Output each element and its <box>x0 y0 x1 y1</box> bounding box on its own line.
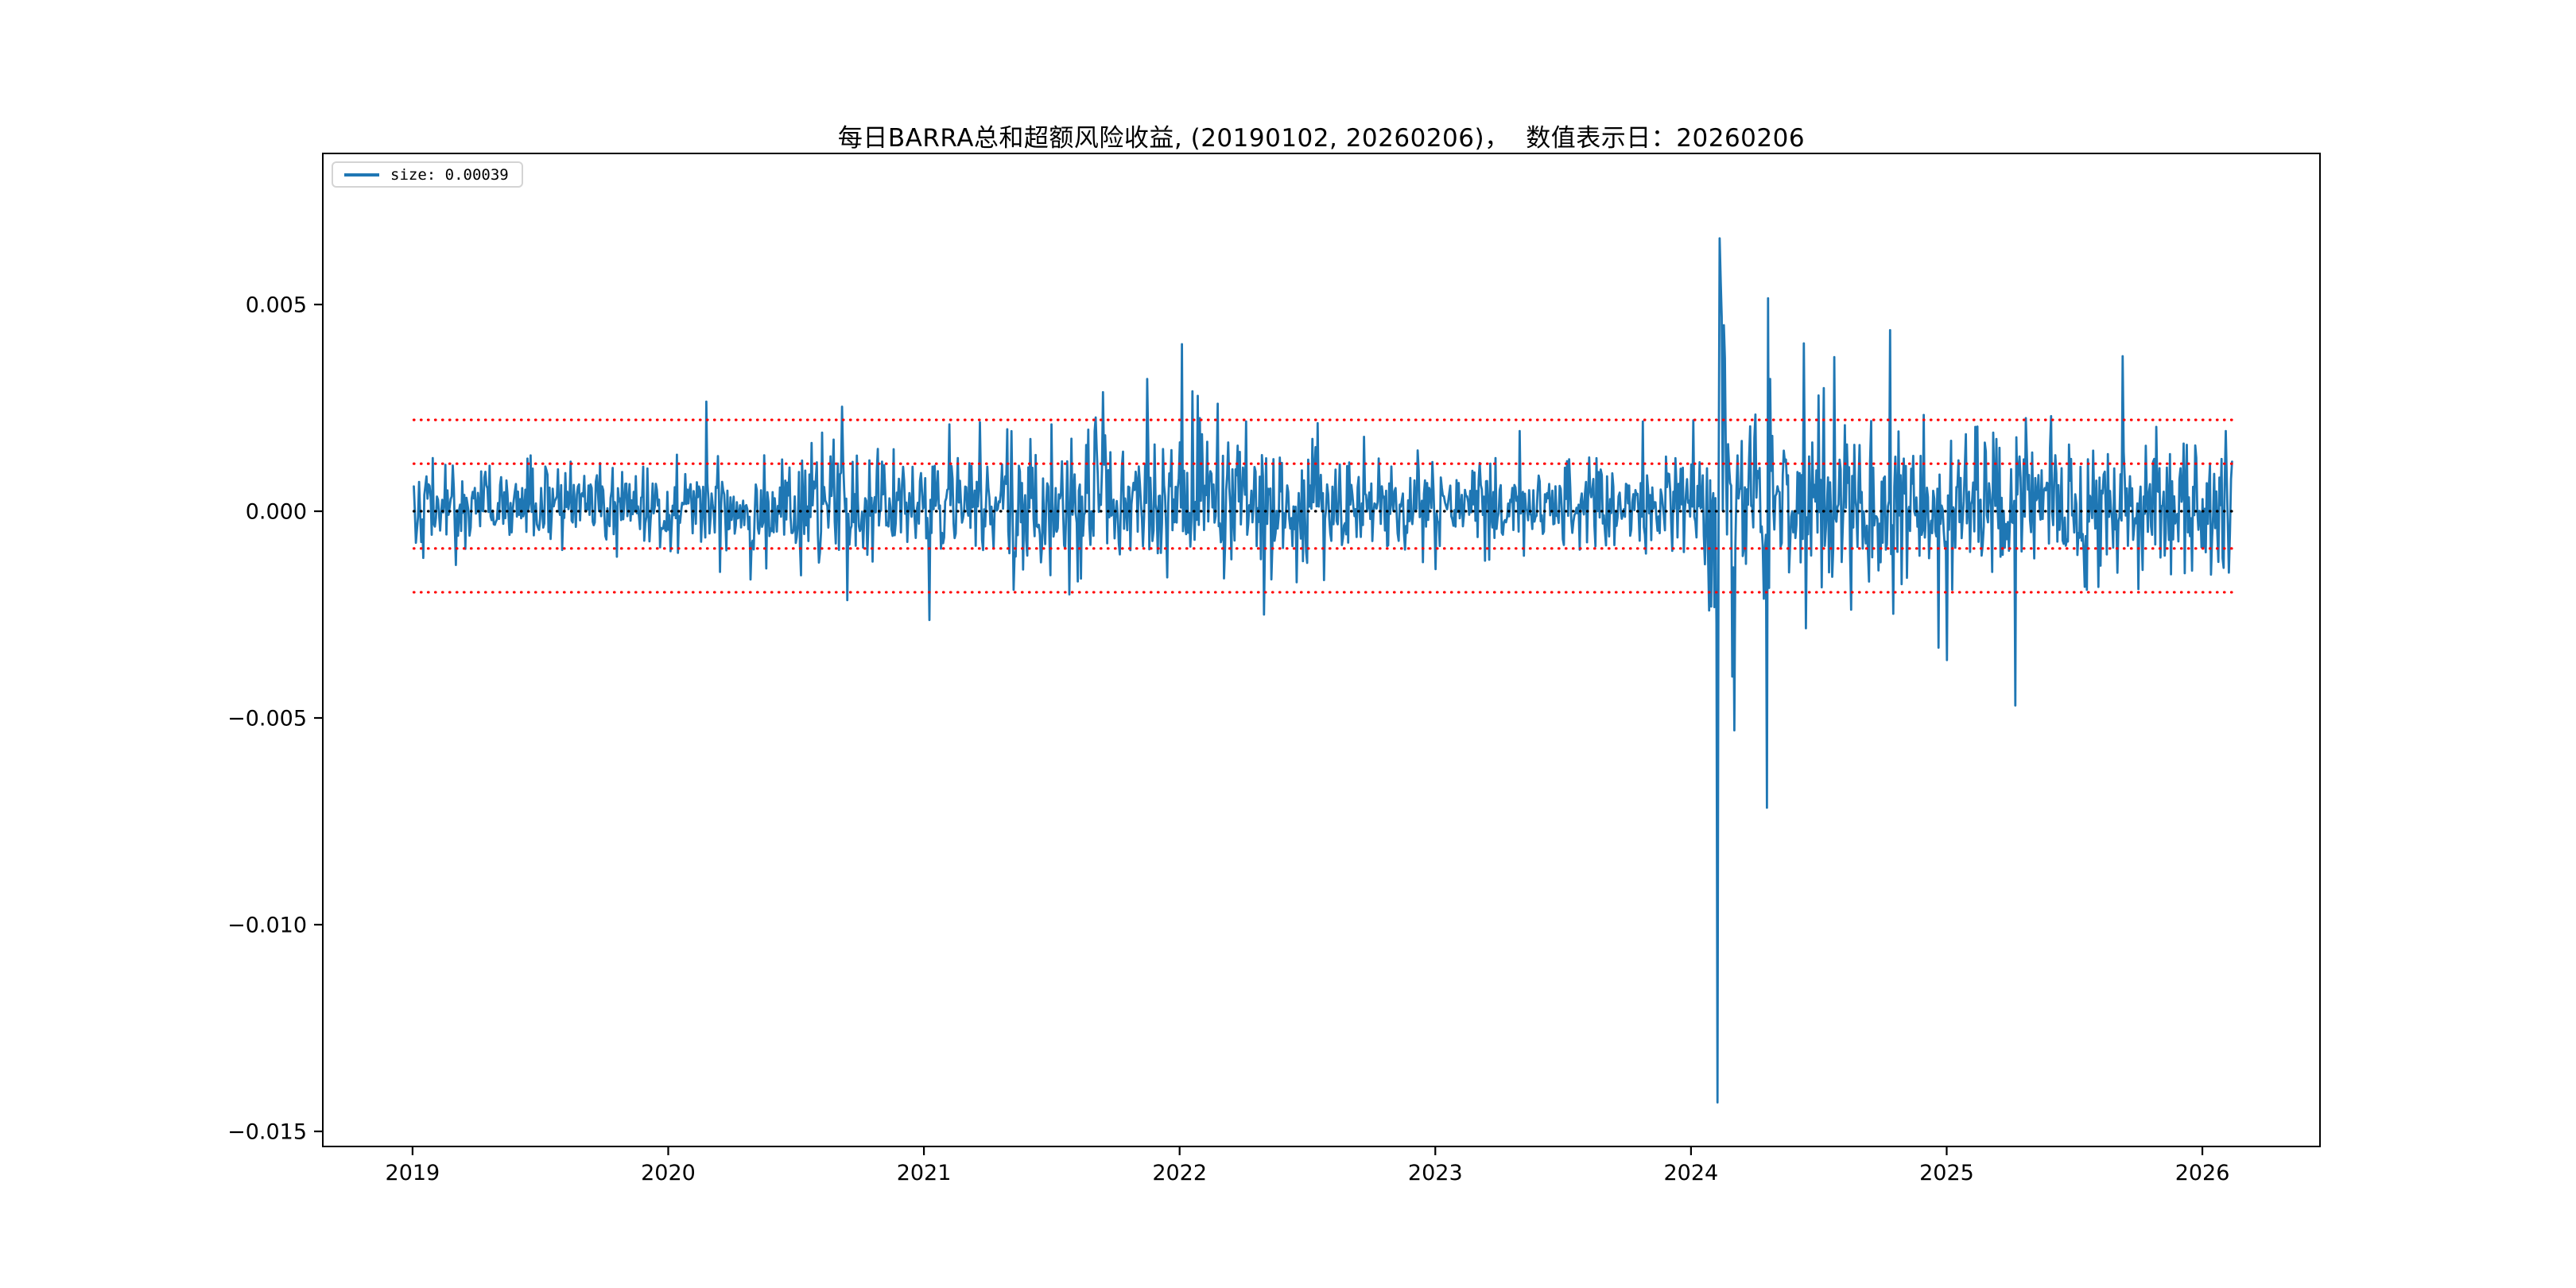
x-tick-label: 2024 <box>1664 1161 1719 1185</box>
y-tick-label: 0.000 <box>246 500 307 525</box>
y-tick-label: −0.005 <box>227 707 307 731</box>
x-tick-label: 2022 <box>1152 1161 1207 1185</box>
chart-title: 每日BARRA总和超额风险收益, (20190102, 20260206)， 数… <box>837 124 1806 153</box>
x-tick-label: 2021 <box>897 1161 952 1185</box>
x-tick-label: 2023 <box>1408 1161 1463 1185</box>
y-tick-label: 0.005 <box>246 293 307 318</box>
x-tick-label: 2020 <box>641 1161 696 1185</box>
x-tick-label: 2019 <box>386 1161 440 1185</box>
y-tick-label: −0.010 <box>227 914 307 938</box>
x-tick-label: 2025 <box>1919 1161 1974 1185</box>
y-tick-label: −0.015 <box>227 1120 307 1145</box>
series-line <box>413 237 2233 1104</box>
x-tick-label: 2026 <box>2175 1161 2230 1185</box>
legend-series-line-icon <box>344 173 379 177</box>
legend: size: 0.00039 <box>332 161 523 188</box>
plot-frame <box>322 153 2321 1147</box>
legend-label: size: 0.00039 <box>390 165 509 184</box>
